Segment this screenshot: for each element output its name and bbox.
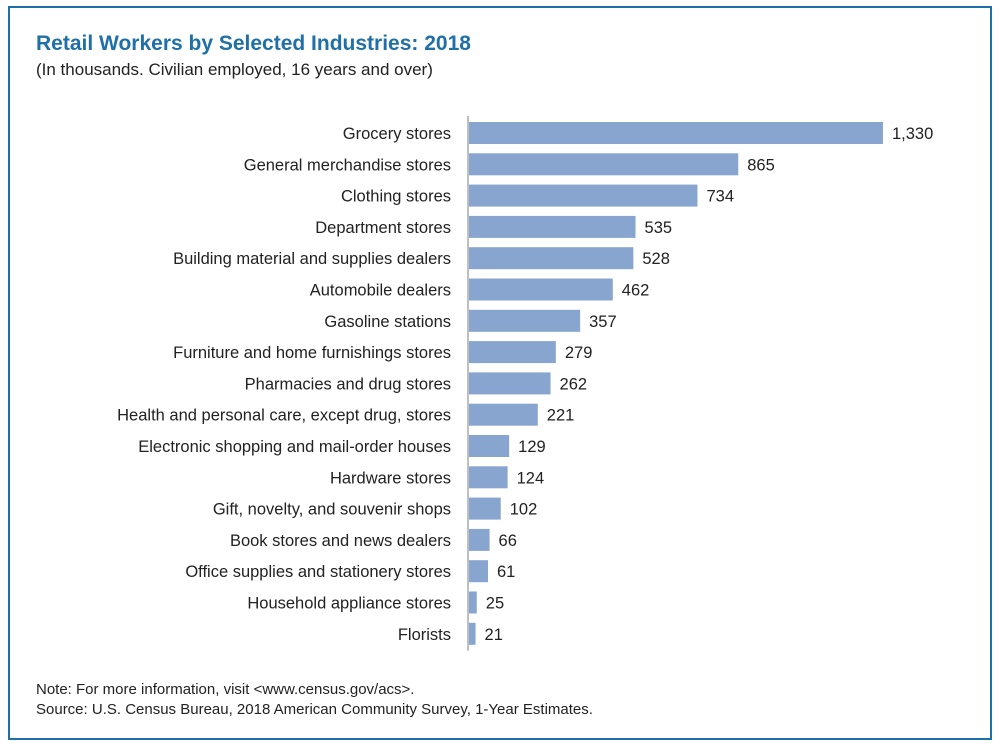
footer-source: Source: U.S. Census Bureau, 2018 America…: [36, 701, 593, 718]
chart-title: Retail Workers by Selected Industries: 2…: [36, 32, 471, 55]
bar: [469, 435, 510, 457]
category-label: Automobile dealers: [310, 282, 451, 300]
value-label: 279: [565, 344, 593, 362]
bar: [469, 309, 581, 332]
bar: [469, 153, 739, 176]
value-label: 462: [622, 282, 650, 300]
value-label: 528: [642, 250, 670, 268]
category-label: Clothing stores: [341, 188, 451, 206]
value-label: 734: [706, 188, 734, 206]
bar: [469, 278, 613, 301]
value-label: 21: [485, 626, 503, 644]
bar: [469, 591, 477, 614]
bar: [469, 184, 698, 207]
bar: [469, 622, 476, 645]
value-label: 1,330: [892, 125, 933, 143]
bar: [469, 403, 538, 426]
value-label: 124: [517, 469, 545, 487]
category-label: Hardware stores: [330, 469, 451, 487]
category-label: Florists: [398, 626, 451, 644]
category-label: Pharmacies and drug stores: [245, 375, 451, 393]
bar: [469, 560, 488, 583]
bar: [469, 247, 634, 270]
value-label: 129: [518, 438, 546, 456]
chart-subtitle: (In thousands. Civilian employed, 16 yea…: [36, 60, 433, 79]
bar: [469, 372, 551, 395]
bar: [469, 528, 490, 551]
category-label: Department stores: [315, 219, 451, 237]
category-label: Household appliance stores: [247, 595, 451, 613]
value-label: 865: [747, 156, 775, 174]
chart-frame: [8, 6, 992, 740]
category-label: Electronic shopping and mail-order house…: [138, 438, 451, 456]
bar: [469, 466, 508, 489]
category-label: Furniture and home furnishings stores: [173, 344, 451, 362]
category-label: Building material and supplies dealers: [173, 250, 451, 268]
bar: [469, 122, 883, 144]
category-label: Gasoline stations: [324, 313, 451, 331]
bar: [469, 497, 501, 520]
value-label: 61: [497, 563, 515, 581]
category-label: Grocery stores: [343, 125, 451, 143]
footer-note: Note: For more information, visit <www.c…: [36, 681, 415, 698]
value-label: 25: [486, 595, 504, 613]
category-label: General merchandise stores: [244, 156, 451, 174]
value-label: 357: [589, 313, 617, 331]
value-label: 66: [499, 532, 517, 550]
bar: [469, 341, 556, 364]
category-label: Office supplies and stationery stores: [185, 563, 451, 581]
value-label: 221: [547, 407, 575, 425]
category-label: Health and personal care, except drug, s…: [117, 407, 451, 425]
value-label: 102: [510, 501, 538, 519]
value-label: 262: [560, 375, 588, 393]
category-label: Book stores and news dealers: [230, 532, 451, 550]
category-label: Gift, novelty, and souvenir shops: [213, 501, 451, 519]
value-label: 535: [645, 219, 673, 237]
bar: [469, 215, 636, 238]
